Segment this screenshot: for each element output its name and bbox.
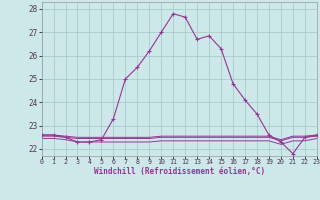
X-axis label: Windchill (Refroidissement éolien,°C): Windchill (Refroidissement éolien,°C) [94, 167, 265, 176]
